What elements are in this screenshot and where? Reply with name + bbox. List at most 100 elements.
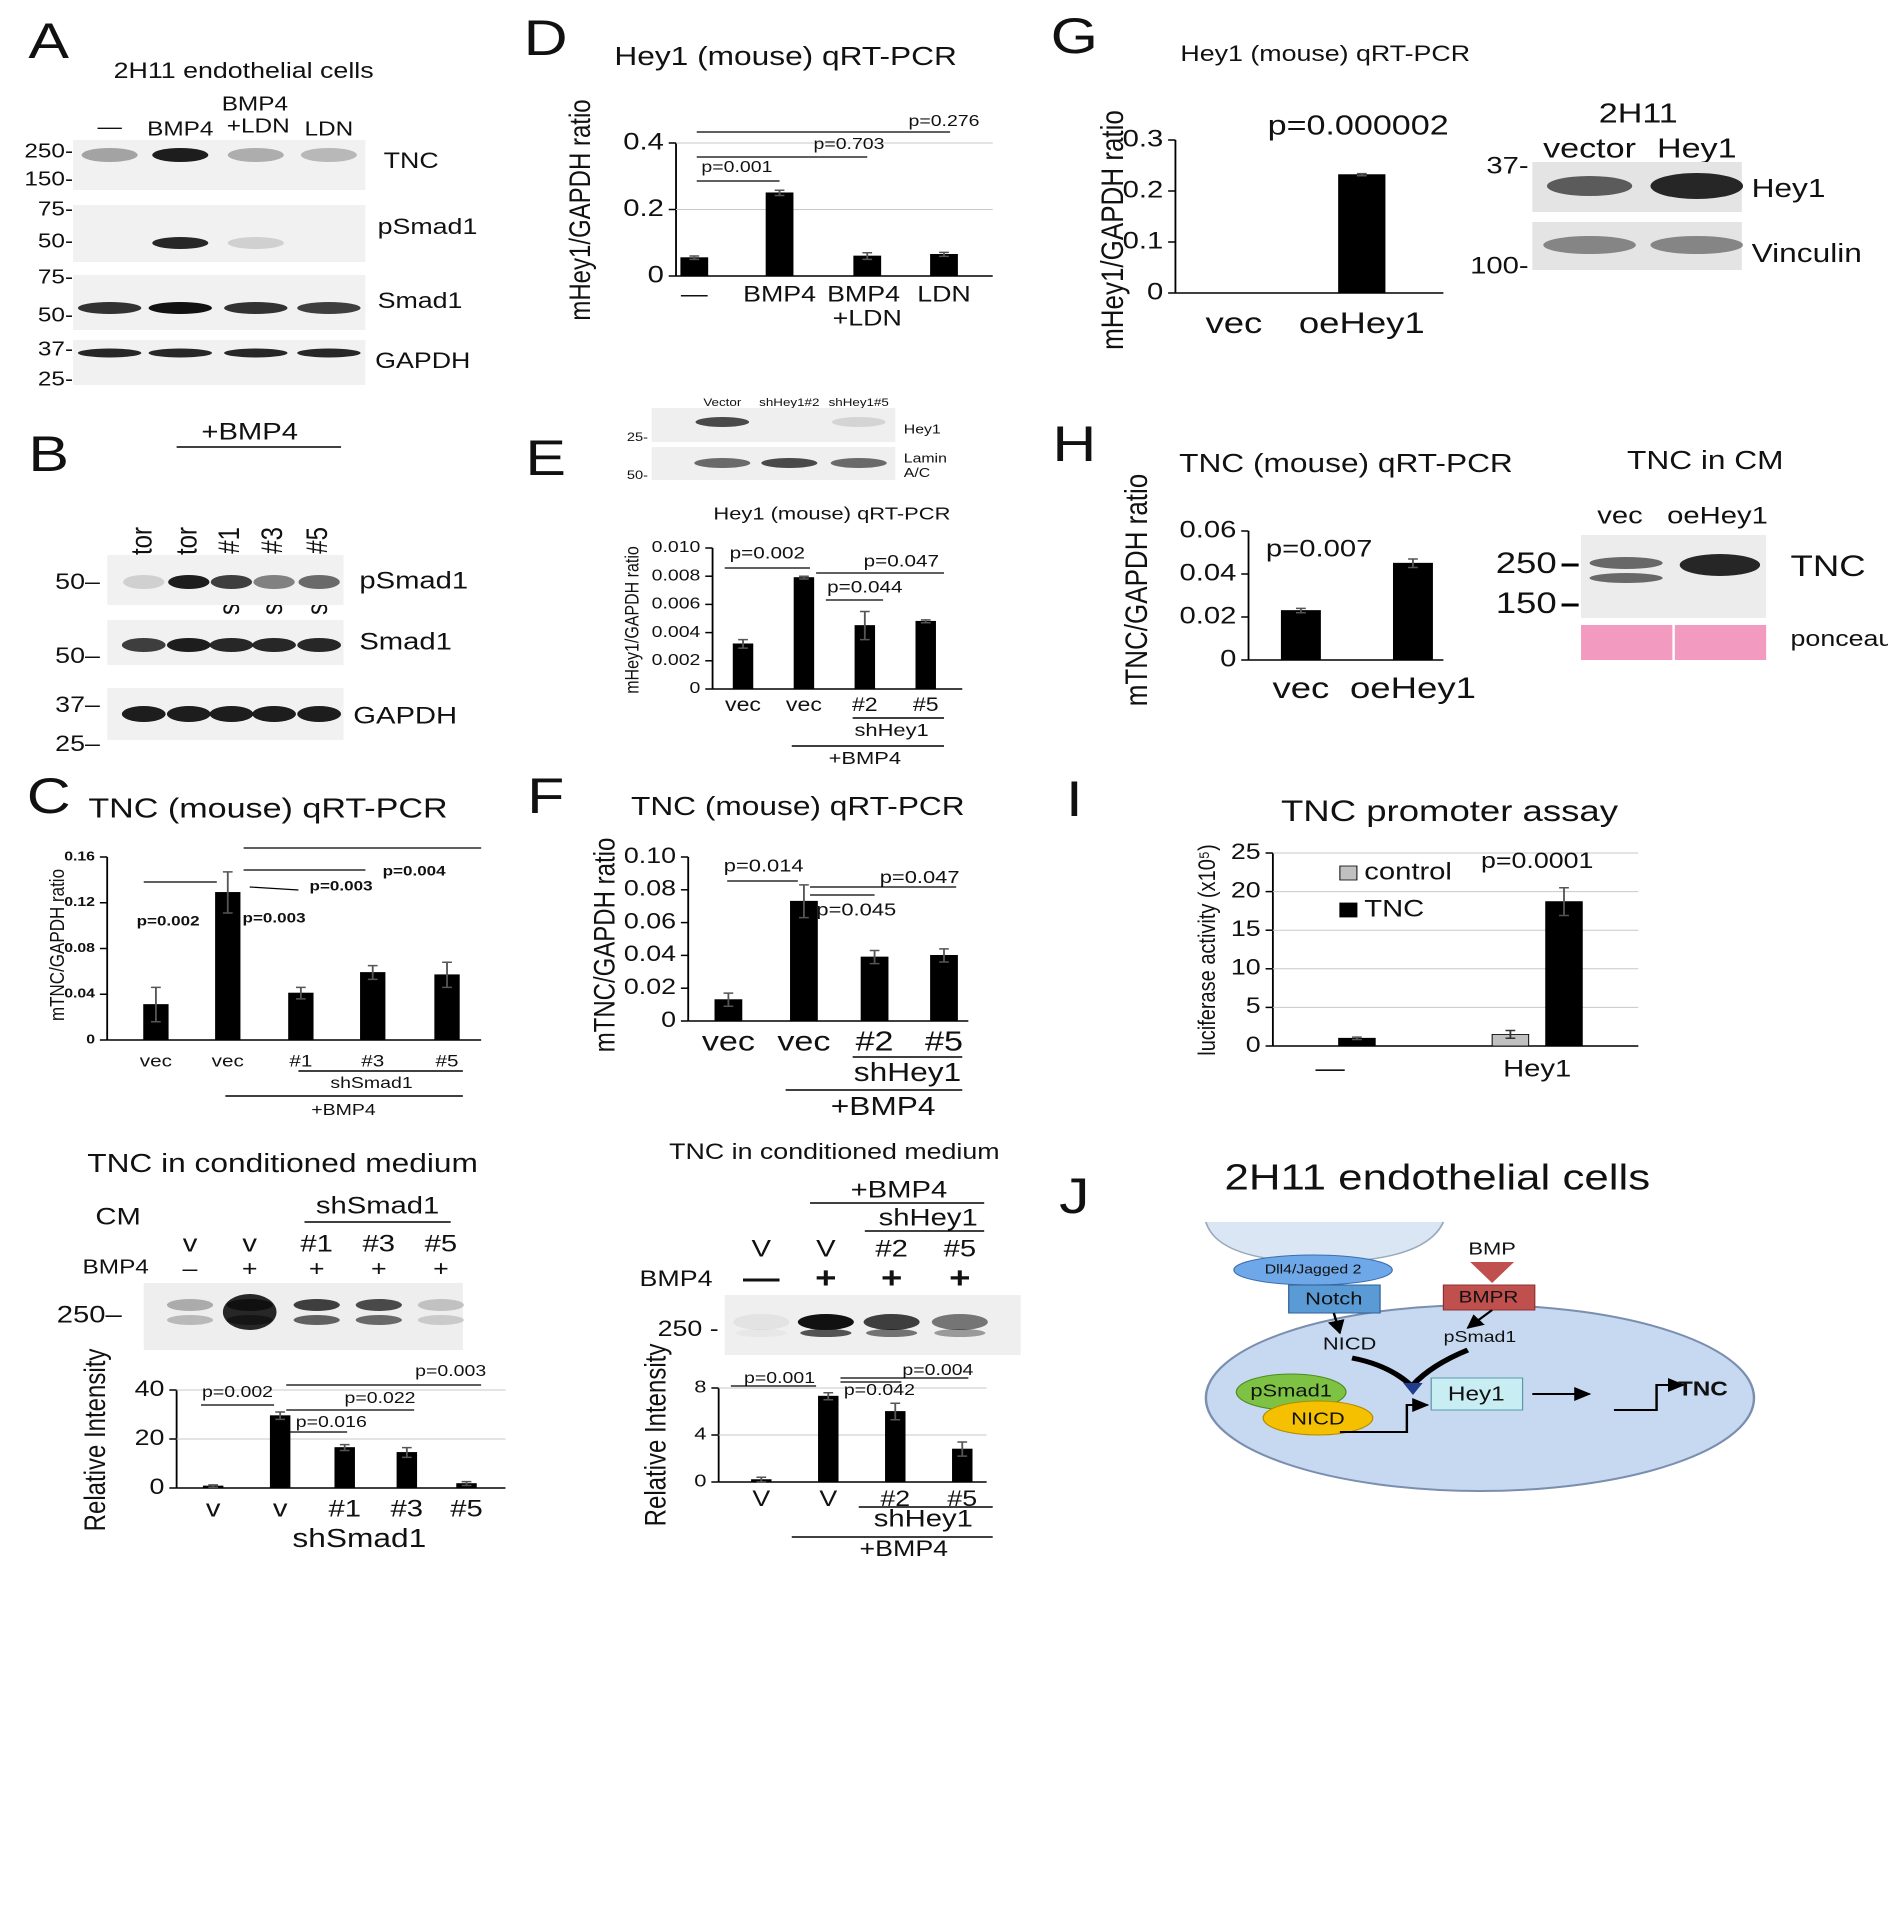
band [355,1299,402,1311]
blot [73,340,366,385]
lane-label: #1 [300,1230,333,1257]
error-bar [799,884,809,919]
band [355,1315,402,1325]
error-bar [1352,1036,1362,1041]
y-tick-label: 8 [694,1377,706,1397]
promoter-arrow [1613,1378,1686,1411]
error-bar [738,638,748,649]
x-tick-label: — [1316,1055,1346,1082]
x-tick-label: — [681,283,708,307]
p-value: p=0.002 [137,914,200,929]
error-bar [756,1476,767,1483]
error-bar [920,619,931,624]
error-bar [1356,172,1367,177]
marker-label: 50– [55,570,100,594]
x-tick-label: v [206,1495,221,1522]
error-bar [890,1402,901,1421]
legend-label: control [1364,858,1452,885]
lane-label: V [752,1235,772,1262]
x-tick-label: BMP4 [743,283,816,307]
group-label: shSmad1 [316,1192,439,1219]
bar [680,257,709,277]
x-tick-label: v [273,1495,288,1522]
x-tick-label: #5 [436,1052,459,1071]
merge-arrow [1351,1347,1470,1387]
band [227,237,284,249]
significance-line [249,886,299,891]
bar [930,253,958,277]
y-tick-label: 0.004 [652,622,701,640]
p-value: p=0.001 [701,158,772,176]
group-label: +BMP4 [201,418,298,445]
band [866,1329,918,1337]
y-axis-label: luciferase activity (x10⁵) [1193,844,1220,1055]
p-value: p=0.276 [909,112,980,130]
group-label: shHey1 [874,1505,973,1532]
band [300,148,357,162]
legend-swatch [1339,865,1358,881]
bar [915,620,936,690]
protein-label: Vinculin [1752,239,1862,268]
y-tick-label: 0.06 [1179,516,1236,543]
x-tick-label: BMP4 +LDN [827,283,907,331]
error-bar [862,251,873,261]
y-tick-label: 0.3 [1123,125,1164,152]
marker-label: 37– [55,693,100,717]
band [761,458,818,468]
y-tick-label: 0 [648,261,664,288]
x-tick-label: #3 [391,1495,424,1522]
treatment-label: — [743,1262,780,1295]
y-tick-label: 0.10 [624,844,676,868]
lane-label: v [242,1230,257,1257]
y-tick-label: 10 [1231,956,1261,980]
y-tick-label: 40 [135,1377,165,1401]
band [297,706,342,722]
y-tick-label: 0.008 [652,566,701,584]
error-bar [151,986,161,1023]
diagram-node: BMP [1468,1239,1515,1259]
lane-label: oeHey1 [1667,502,1768,529]
y-tick-label: 0.04 [1179,559,1236,586]
y-tick-label: 0.08 [64,941,95,955]
p-value: p=0.703 [813,135,884,153]
x-tick-label: #2 [852,695,878,716]
band [148,302,212,314]
bar [860,956,889,1022]
panel-label: C [27,768,71,824]
chart-title: TNC (mouse) qRT-PCR [88,792,447,823]
diagram-node: BMPR [1459,1288,1519,1307]
panel-label: E [525,430,566,486]
band [209,706,254,722]
marker-label: 250 - [658,1317,719,1341]
y-tick-label: 0.12 [64,895,95,909]
diagram-node: Dll4/Jagged 2 [1265,1263,1362,1277]
y-tick-label: 0.1 [1123,227,1164,254]
y-tick-label: 0 [86,1033,95,1047]
y-tick-label: 0.002 [652,651,701,669]
p-value: p=0.042 [844,1381,915,1399]
lane-label: #5 [425,1230,458,1257]
p-value: p=0.044 [827,578,902,597]
y-tick-label: 0 [661,1008,676,1032]
protein-label: TNC [384,149,439,173]
marker-label: 50- [38,229,73,251]
diagram-shapes [1204,1221,1756,1492]
band [830,458,887,468]
band [77,302,142,314]
diagram-node: Notch [1305,1289,1362,1309]
lane-label: shHey1#5 [829,396,889,409]
band [224,348,288,358]
lane-label: #2 [875,1235,908,1262]
band [417,1299,465,1311]
y-tick-label: 0.4 [623,128,664,155]
y-axis-label: mTNC/GAPDH ratio [588,838,621,1053]
lane-label: BMP4 +LDN [222,92,295,136]
error-bar [799,575,809,580]
protein-label: pSmad1 [378,215,478,239]
bar [765,192,794,277]
y-tick-label: 0.2 [1123,176,1164,203]
error-bar [723,992,734,1007]
band [1589,573,1663,583]
band [152,148,209,162]
